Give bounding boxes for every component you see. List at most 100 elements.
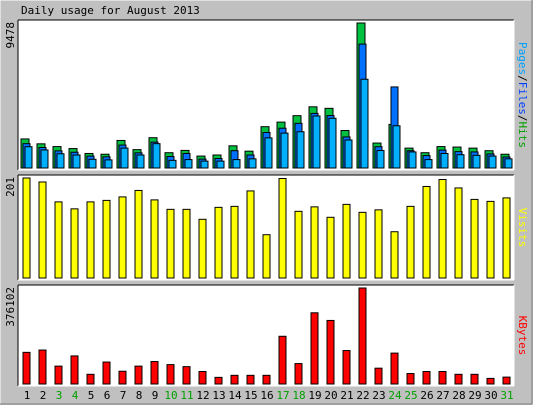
bar-visits-day-16 <box>262 234 271 279</box>
bar-kbytes-day-6 <box>102 361 111 385</box>
bar-kbytes-day-16 <box>262 374 271 385</box>
x-tick-label: 21 <box>340 389 353 402</box>
bar-pages-day-27 <box>440 152 449 169</box>
bar-visits-day-23 <box>374 209 383 279</box>
x-tick-label: 23 <box>372 389 385 402</box>
bar-kbytes-day-18 <box>294 363 303 385</box>
x-tick-label: 3 <box>56 389 63 402</box>
bar-pages-day-24 <box>392 125 401 169</box>
bar-visits-day-20 <box>326 216 335 279</box>
legend-separator: / <box>516 75 529 82</box>
bar-kbytes-day-22 <box>358 287 367 385</box>
panel-visits-ymax-label: 201 <box>4 177 17 197</box>
x-tick-label: 20 <box>324 389 337 402</box>
bar-visits-day-15 <box>246 190 255 279</box>
legend-separator: / <box>516 115 529 122</box>
bar-visits-day-3 <box>54 201 63 279</box>
bar-pages-day-31 <box>504 158 513 169</box>
x-tick-label: 13 <box>212 389 225 402</box>
x-tick-label: 27 <box>436 389 449 402</box>
x-tick-label: 10 <box>164 389 177 402</box>
bar-visits-day-9 <box>150 199 159 279</box>
bar-visits-day-8 <box>134 189 143 279</box>
x-axis-day-labels: 1 2 3 4 5 6 7 8 9 10 11 12 13 14 15 16 17 18 19 20 21 22 23 24 2… <box>24 389 514 402</box>
bar-pages-day-22 <box>360 78 369 169</box>
bar-kbytes-day-19 <box>310 312 319 385</box>
bar-kbytes-day-24 <box>390 352 399 385</box>
bar-pages-day-23 <box>376 150 385 169</box>
x-tick-label: 17 <box>276 389 289 402</box>
x-tick-label: 14 <box>228 389 242 402</box>
bar-visits-day-27 <box>438 178 447 279</box>
bar-pages-day-18 <box>296 131 305 169</box>
bar-visits-day-29 <box>470 198 479 279</box>
bar-kbytes-day-7 <box>118 370 127 385</box>
legend-item-kbytes: KBytes <box>516 316 529 356</box>
bar-kbytes-day-4 <box>70 355 79 385</box>
x-tick-label: 12 <box>196 389 209 402</box>
bar-pages-day-15 <box>248 158 257 169</box>
bar-pages-day-10 <box>168 159 177 169</box>
x-tick-label: 6 <box>104 389 111 402</box>
bar-visits-day-11 <box>182 208 191 279</box>
bar-kbytes-day-28 <box>454 373 463 385</box>
bar-visits-day-26 <box>422 185 431 279</box>
bar-visits-day-22 <box>358 211 367 279</box>
x-tick-label: 31 <box>500 389 513 402</box>
bar-pages-day-29 <box>472 154 481 169</box>
panel-visits-legend: Visits <box>516 208 529 248</box>
bar-pages-day-4 <box>72 154 81 169</box>
bar-visits-day-1 <box>22 177 31 279</box>
panel-hits-ymax-label: 9478 <box>4 22 17 49</box>
bar-visits-day-17 <box>278 177 287 279</box>
bar-pages-day-8 <box>136 154 145 169</box>
panel-kbytes-plot-area <box>18 285 514 386</box>
legend-item-visits: Visits <box>516 208 529 248</box>
x-tick-label: 28 <box>452 389 465 402</box>
bar-pages-day-19 <box>312 115 321 169</box>
bar-visits-day-12 <box>198 218 207 279</box>
bar-kbytes-day-29 <box>470 373 479 385</box>
x-tick-label: 24 <box>388 389 402 402</box>
bar-kbytes-day-21 <box>342 350 351 385</box>
legend-item-files: Files <box>516 82 529 115</box>
bar-visits-day-18 <box>294 210 303 279</box>
bar-visits-day-13 <box>214 206 223 279</box>
x-tick-label: 4 <box>72 389 79 402</box>
bar-visits-day-31 <box>502 197 511 279</box>
bar-pages-day-2 <box>40 149 49 169</box>
bar-visits-day-25 <box>406 205 415 279</box>
bar-pages-day-26 <box>424 159 433 169</box>
bar-pages-day-5 <box>88 158 97 169</box>
bar-kbytes-day-23 <box>374 367 383 385</box>
x-tick-label: 11 <box>180 389 193 402</box>
bar-kbytes-day-9 <box>150 361 159 385</box>
bar-pages-day-28 <box>456 154 465 169</box>
panel-visits: 201 Visits <box>4 174 529 281</box>
bar-pages-day-1 <box>24 146 33 169</box>
bar-kbytes-day-31 <box>502 376 511 385</box>
bar-kbytes-day-10 <box>166 364 175 385</box>
bar-pages-day-16 <box>264 137 273 169</box>
x-tick-label: 1 <box>24 389 31 402</box>
bar-kbytes-day-27 <box>438 370 447 385</box>
legend-item-pages: Pages <box>516 42 529 75</box>
bar-pages-day-7 <box>120 147 129 169</box>
panel-kbytes-ymax-label: 376102 <box>4 287 17 327</box>
x-tick-label: 25 <box>404 389 417 402</box>
bar-pages-day-6 <box>104 159 113 169</box>
bar-visits-day-24 <box>390 231 399 279</box>
bar-visits-day-2 <box>38 181 47 279</box>
bar-visits-day-10 <box>166 208 175 279</box>
panel-kbytes-legend: KBytes <box>516 316 529 356</box>
bar-kbytes-day-2 <box>38 349 47 385</box>
bar-kbytes-day-30 <box>486 377 495 385</box>
chart-title: Daily usage for August 2013 <box>21 4 200 17</box>
bar-kbytes-day-11 <box>182 366 191 385</box>
x-tick-label: 5 <box>88 389 95 402</box>
legend-item-hits: Hits <box>516 122 529 149</box>
bar-pages-day-21 <box>344 139 353 169</box>
panel-hits-legend: Pages/Files/Hits <box>516 42 529 148</box>
